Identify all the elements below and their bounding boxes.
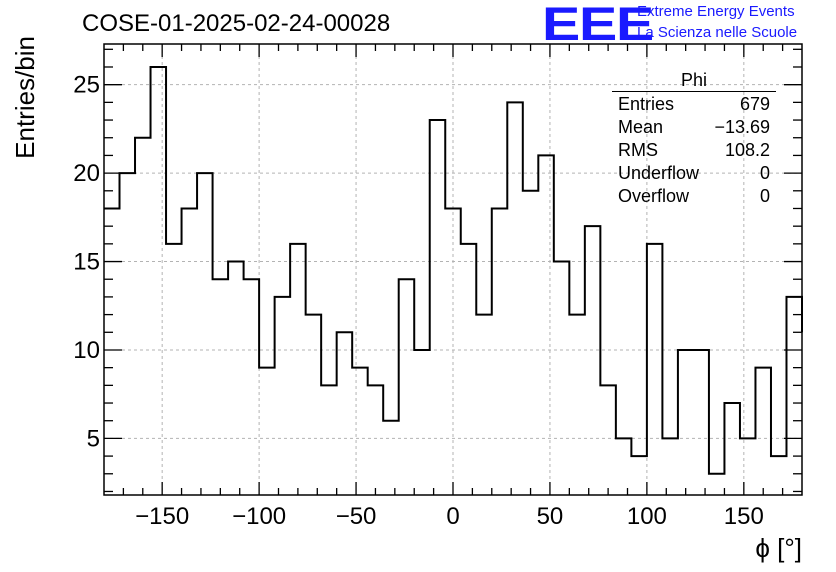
y-tick-label: 15	[73, 249, 100, 276]
stats-label: Underflow	[618, 163, 700, 183]
x-tick-label: −50	[336, 503, 377, 530]
stats-value: −13.69	[714, 117, 770, 137]
stats-label: Mean	[618, 117, 664, 137]
stats-row-rms: RMS 108.2	[612, 139, 776, 162]
y-axis-label-text: Entries/bin	[10, 36, 40, 159]
stats-value: 0	[759, 163, 770, 183]
grid	[104, 44, 802, 495]
stats-label: RMS	[618, 140, 658, 160]
x-tick-label: −150	[135, 503, 189, 530]
y-tick-label: 25	[73, 72, 100, 99]
stats-row-underflow: Underflow 0	[612, 162, 776, 185]
logo-line-1: Extreme Energy Events	[637, 3, 795, 20]
stats-value: 0	[759, 186, 770, 206]
x-tick-label: 100	[627, 503, 667, 530]
x-axis-label: ϕ [°]	[755, 533, 802, 563]
y-tick-label: 10	[73, 337, 100, 364]
y-tick-label: 5	[87, 425, 100, 452]
axis-ticks	[104, 44, 802, 495]
stats-label: Entries	[618, 94, 675, 114]
histogram-step-line	[104, 65, 803, 475]
x-tick-label: −100	[232, 503, 286, 530]
y-tick-label: 20	[73, 160, 100, 187]
x-tick-label: 0	[446, 503, 459, 530]
eee-logo: EEE	[542, 0, 654, 50]
x-tick-label: 150	[724, 503, 764, 530]
logo-line-2: La Scienza nelle Scuole	[637, 24, 798, 41]
stats-row-overflow: Overflow 0	[612, 185, 776, 208]
stats-value: 679	[739, 94, 770, 114]
tick-labels: −150 −100 −50 0 50 100 150 5 10 15 20 25	[73, 72, 764, 530]
stats-label: Overflow	[618, 186, 690, 206]
chart-title: COSE-01-2025-02-24-00028	[82, 10, 391, 37]
stats-row-entries: Entries 679	[612, 93, 776, 116]
y-axis-label: Entries/bin	[10, 36, 41, 159]
stats-value: 108.2	[724, 140, 770, 160]
stats-box: Phi Entries 679 Mean −13.69 RMS 108.2 Un…	[612, 70, 776, 208]
stats-title: Phi	[612, 70, 776, 92]
stats-row-mean: Mean −13.69	[612, 116, 776, 139]
x-tick-label: 50	[537, 503, 564, 530]
